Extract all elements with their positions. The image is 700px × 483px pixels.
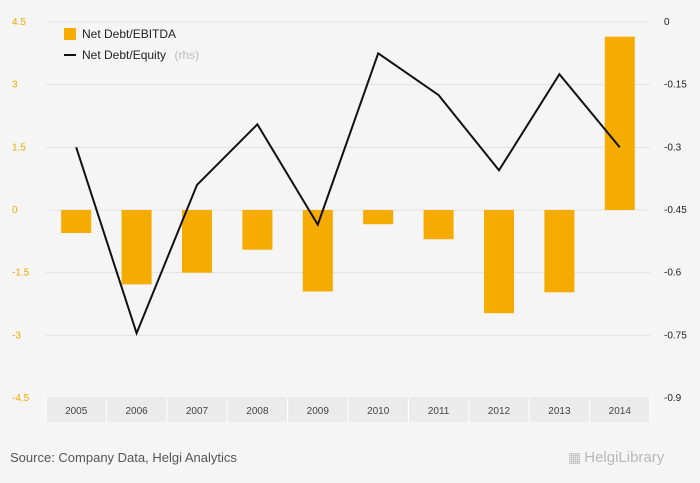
- x-tick-label: 2008: [246, 406, 269, 417]
- bar-2011: [423, 210, 454, 240]
- left-tick-label: -4.5: [12, 393, 30, 404]
- x-tick-label: 2013: [548, 406, 571, 417]
- helgi-library-logo: ▦ HelgiLibrary: [568, 449, 664, 466]
- x-tick-label: 2005: [65, 406, 88, 417]
- x-axis: 2005 2006 2007 2008 2009 2010 2011 2012 2013 2014: [45, 398, 651, 422]
- left-tick-label: 1.5: [12, 142, 26, 153]
- bar-2013: [544, 210, 575, 293]
- legend-label-ebitda: Net Debt/EBITDA: [82, 27, 176, 41]
- left-tick-label: -1.5: [12, 268, 30, 279]
- bars: [61, 36, 635, 314]
- left-axis: 4.5 3 1.5 0 -1.5 -3 -4.5: [12, 17, 30, 404]
- right-axis: 0 -0.15 -0.3 -0.45 -0.6 -0.75 -0.9: [664, 17, 687, 404]
- right-tick-label: -0.3: [664, 142, 682, 153]
- bar-2007: [182, 210, 212, 273]
- bar-2012: [484, 210, 514, 314]
- bar-2005: [61, 210, 92, 233]
- left-tick-label: 0: [12, 205, 18, 216]
- net-debt-equity-line: [75, 51, 621, 337]
- right-tick-label: -0.75: [664, 330, 687, 341]
- library-icon: ▦: [568, 449, 582, 465]
- legend-rhs-suffix: (rhs): [175, 48, 200, 62]
- legend-swatch-ebitda: [64, 28, 76, 40]
- x-tick-label: 2011: [428, 406, 450, 417]
- x-tick-label: 2007: [186, 406, 209, 417]
- x-tick-label: 2010: [367, 406, 390, 417]
- source-note: Source: Company Data, Helgi Analytics: [10, 450, 237, 465]
- right-tick-label: 0: [664, 17, 670, 28]
- bar-2014: [604, 36, 635, 210]
- right-tick-label: -0.9: [664, 393, 682, 404]
- bar-2008: [242, 210, 273, 250]
- right-tick-label: -0.6: [664, 268, 682, 279]
- x-tick-label: 2014: [609, 406, 632, 417]
- legend-label-equity-group: Net Debt/Equity (rhs): [82, 46, 199, 63]
- right-tick-label: -0.45: [664, 205, 687, 216]
- logo-text: HelgiLibrary: [584, 449, 665, 466]
- x-tick-label: 2006: [125, 406, 148, 417]
- left-tick-label: 4.5: [12, 17, 26, 28]
- bar-2010: [363, 210, 394, 225]
- legend: Net Debt/EBITDA Net Debt/Equity (rhs): [64, 27, 199, 63]
- left-tick-label: -3: [12, 330, 21, 341]
- x-tick-label: 2012: [488, 406, 511, 417]
- legend-label-equity: Net Debt/Equity: [82, 48, 166, 62]
- chart: 2005 2006 2007 2008 2009 2010 2011 2012 2013 2014…: [12, 17, 687, 422]
- right-tick-label: -0.15: [664, 80, 687, 91]
- left-tick-label: 3: [12, 80, 18, 91]
- bar-2006: [121, 210, 152, 285]
- x-tick-label: 2009: [307, 406, 330, 417]
